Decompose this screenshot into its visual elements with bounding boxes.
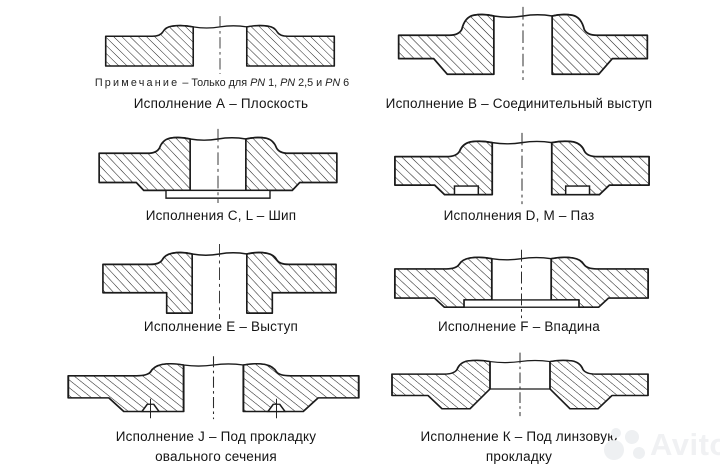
note-a: Примечание – Только для PN 1, PN 2,5 и P… [94, 77, 350, 89]
flange-section-c-l-drawing [98, 128, 338, 204]
flange-section-f [383, 247, 660, 320]
flange-section-f-drawing [393, 249, 650, 319]
caption-a: Исполнение А – Плоскость [133, 96, 309, 111]
flange-section-e [92, 242, 347, 320]
flange-section-c-l [88, 126, 348, 204]
avito-logo-icon [604, 427, 646, 463]
caption-e: Исполнение Е – Выступ [143, 319, 299, 334]
flange-section-k-drawing [391, 352, 649, 417]
flange-section-j-drawing [67, 356, 360, 420]
flange-section-d-m [383, 130, 661, 206]
flange-section-e-drawing [102, 243, 337, 320]
groove-profile-right [564, 185, 591, 196]
caption-f: Исполнение F – Впадина [438, 319, 600, 334]
flange-section-k [380, 351, 660, 417]
avito-watermark: Avito [604, 427, 720, 463]
flange-section-a-drawing [104, 16, 336, 74]
flange-section-a [95, 10, 345, 80]
flange-section-d-m-drawing [394, 132, 650, 205]
caption-b: Исполнение В – Соединительный выступ [385, 96, 653, 111]
caption-k: Исполнение К – Под линзовую прокладку [420, 429, 618, 465]
caption-c-l: Исполнения C, L – Шип [145, 208, 297, 223]
flange-section-j [64, 352, 363, 420]
groove-profile-left [453, 185, 480, 196]
avito-watermark-text: Avito [650, 427, 720, 462]
flange-section-b [387, 4, 659, 82]
caption-j: Исполнение J – Под прокладку овального се… [115, 429, 317, 465]
caption-d-m: Исполнения D, М – Паз [443, 208, 595, 223]
flange-section-b-drawing [397, 6, 649, 81]
